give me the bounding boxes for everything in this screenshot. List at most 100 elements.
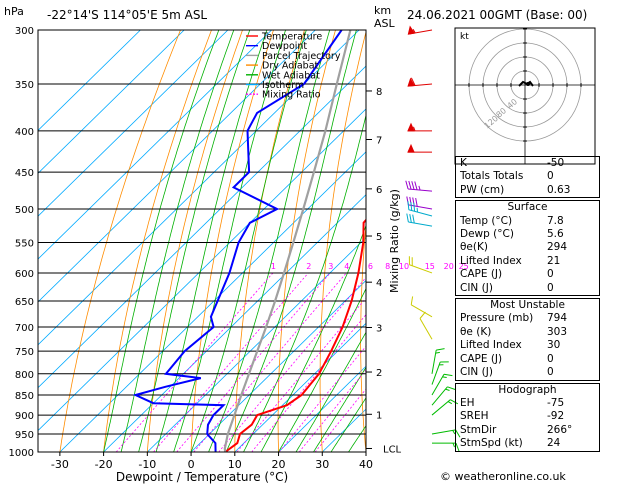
wind-barb-staff xyxy=(408,204,433,210)
height-tick-label: 5 xyxy=(376,232,382,243)
index-row: Totals Totals 0 xyxy=(460,170,554,183)
wind-barb-pennant xyxy=(407,143,415,153)
pressure-tick-label: 550 xyxy=(15,238,34,249)
isotherm-line xyxy=(38,30,316,303)
wind-barb-flag xyxy=(406,213,409,223)
wind-barb xyxy=(432,442,460,452)
most-unstable-row: Pressure (mb) 794 xyxy=(460,312,568,325)
pressure-tick-label: 500 xyxy=(15,205,34,216)
wind-barb-half xyxy=(445,388,450,392)
temperature-tick-label: 40 xyxy=(359,458,373,471)
wind-barb xyxy=(431,429,461,438)
wind-barb-half xyxy=(447,401,453,405)
pressure-tick-label: 850 xyxy=(15,391,34,402)
legend-label: Mixing Ratio xyxy=(262,90,321,101)
wind-barb-staff xyxy=(410,304,433,318)
pressure-tick-label: 450 xyxy=(15,168,34,179)
wind-barbs xyxy=(405,25,461,452)
wind-barb-flag xyxy=(419,311,426,319)
pressure-axis: 300 350 400 450 500 550 600 650 700 750 800 850 900 9… xyxy=(9,26,34,459)
surface-row: Temp (°C) 7.8 xyxy=(460,214,564,227)
isotherm-line xyxy=(190,279,366,452)
height-tick-label: 6 xyxy=(376,185,382,196)
series-line xyxy=(223,30,352,452)
dry-adiabat-line xyxy=(59,30,181,452)
wind-barb-pennant xyxy=(407,122,415,132)
surface-row: θe(K) 294 xyxy=(460,241,568,254)
isotherm-line xyxy=(278,365,366,452)
series-line xyxy=(132,30,343,452)
legend-label: Dry Adiabat xyxy=(262,61,319,72)
wind-barb-flag xyxy=(455,429,461,438)
index-row: K -50 xyxy=(460,157,565,169)
wind-barb-flag xyxy=(415,197,418,207)
legend-label: Parcel Trajectory xyxy=(262,51,341,62)
wind-barb xyxy=(406,213,433,227)
wind-barb-flag xyxy=(455,442,460,452)
hodograph-row: SREH -92 xyxy=(460,410,565,423)
sounding-profiles xyxy=(132,30,366,452)
temperature-tick-label: 10 xyxy=(228,458,242,471)
height-tick-label: 4 xyxy=(376,278,382,289)
mixing-ratio-label: 6 xyxy=(368,262,373,271)
pressure-tick-label: 700 xyxy=(15,323,34,334)
isotherm-line xyxy=(38,30,141,131)
isotherm-line xyxy=(38,108,366,432)
wind-barb-staff xyxy=(409,264,433,274)
most-unstable-row: CAPE (J) 0 xyxy=(460,352,554,365)
wind-barb-staff xyxy=(431,361,441,385)
wind-barb-half xyxy=(416,207,419,213)
wind-barb xyxy=(431,348,445,374)
temperature-tick-label: -10 xyxy=(138,458,156,471)
wind-barb-flag xyxy=(447,386,456,391)
mixing-ratio-line xyxy=(193,272,347,452)
indices-panel: K -50 Totals Totals 0 PW (cm) 0.63 Surface … xyxy=(455,156,600,454)
pressure-tick-label: 800 xyxy=(15,370,34,381)
pressure-unit-label: hPa xyxy=(4,5,24,18)
most-unstable-row: θe (K) 303 xyxy=(460,325,568,338)
series-line xyxy=(224,218,366,452)
isotherm-line xyxy=(59,151,366,452)
mixing-ratio-label: 4 xyxy=(344,262,349,271)
wind-barb-flag xyxy=(411,257,413,266)
pressure-tick-label: 350 xyxy=(15,80,34,91)
wind-barb xyxy=(407,143,432,153)
dry-adiabat-line xyxy=(400,30,429,452)
wind-barb xyxy=(410,296,433,318)
wind-barb-staff xyxy=(408,221,433,227)
wind-barb xyxy=(431,373,453,396)
hodograph-box: Hodograph EH -75 SREH -92 StmDir 266° StmSp… xyxy=(455,382,600,452)
isotherm-line xyxy=(38,30,229,217)
pressure-tick-label: 1000 xyxy=(9,448,34,459)
credit-text: © weatheronline.co.uk xyxy=(440,470,566,483)
mixing-ratio-label: 1 xyxy=(271,262,276,271)
dry-adiabat-line xyxy=(613,30,629,452)
surface-title: Surface xyxy=(507,201,548,214)
wind-barb-staff xyxy=(431,386,448,406)
storm-motion-marker xyxy=(526,82,530,86)
wind-barb-staff xyxy=(431,399,451,416)
wind-barb-flag xyxy=(443,373,453,377)
wind-barb xyxy=(431,399,459,416)
most-unstable-title: Most Unstable xyxy=(490,299,565,312)
height-axis: 8 7 6 5 4 3 2 1 LCL xyxy=(366,87,402,455)
wind-barb xyxy=(405,180,433,192)
wind-barb-half xyxy=(413,126,416,132)
most-unstable-box: Most Unstable Pressure (mb) 794 θe (K) 303… xyxy=(455,298,600,381)
height-tick-label: LCL xyxy=(383,444,402,455)
mixing-ratio-line xyxy=(218,276,366,452)
wind-barb xyxy=(408,256,433,274)
isotherm-line xyxy=(38,30,185,174)
surface-row: Dewp (°C) 5.6 xyxy=(460,228,564,241)
pressure-tick-label: 750 xyxy=(15,347,34,358)
wind-barb-flag xyxy=(410,202,413,211)
mixing-ratio-labels: 1 2 3 4 6 8 10 15 20 25 xyxy=(271,262,469,271)
hodograph-unit-label: kt xyxy=(460,32,469,42)
wet-adiabat-line xyxy=(120,30,235,452)
wind-barb-flag xyxy=(440,361,449,363)
wind-barb-half xyxy=(452,430,456,435)
pressure-tick-label: 900 xyxy=(15,411,34,422)
height-tick-label: 2 xyxy=(376,368,382,379)
